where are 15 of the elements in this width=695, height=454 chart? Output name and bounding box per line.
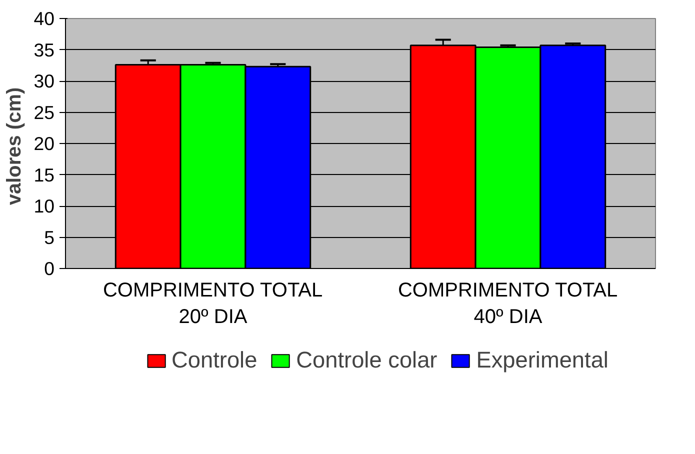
y-tick-label: 20 <box>34 133 55 154</box>
y-axis-title: valores (cm) <box>4 87 26 206</box>
y-tick-label: 15 <box>34 164 55 186</box>
legend-label: Experimental <box>476 346 608 374</box>
y-tick-label: 40 <box>34 8 55 29</box>
x-tick-label: COMPRIMENTO TOTAL 40º DIA <box>398 280 618 328</box>
y-tick-label: 10 <box>34 196 55 216</box>
y-tick-label: 25 <box>34 102 55 123</box>
legend-label: Controle colar <box>296 346 438 374</box>
y-tick-label: 35 <box>34 39 55 60</box>
legend-label: Controle <box>172 346 258 374</box>
y-tick-label: 30 <box>34 70 55 92</box>
y-tick-label: 5 <box>44 226 55 248</box>
x-tick-label: COMPRIMENTO TOTAL 20º DIA <box>102 280 323 328</box>
y-tick-label: 0 <box>44 258 55 279</box>
